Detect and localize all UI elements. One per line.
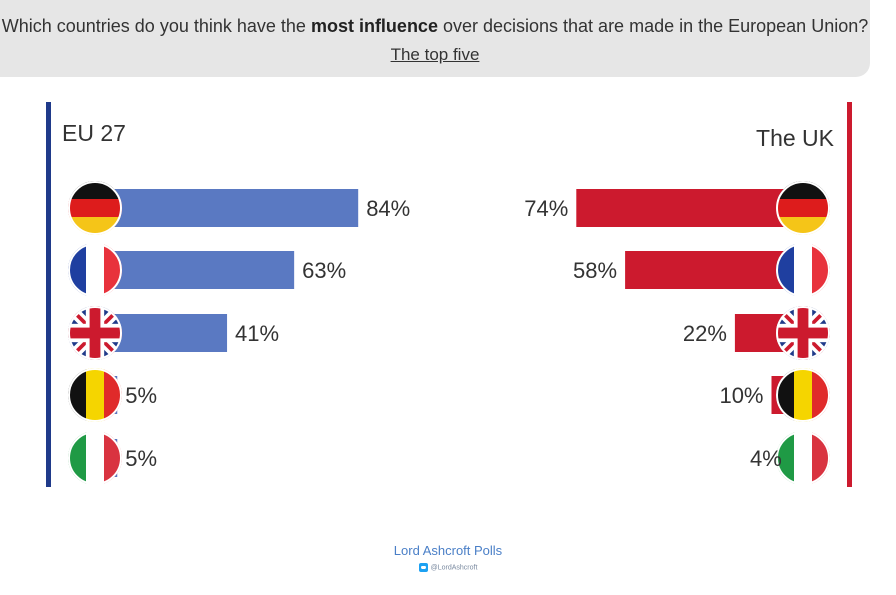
- question-text: Which countries do you think have the mo…: [0, 16, 870, 37]
- eu-bar-germany: [95, 189, 359, 227]
- eu-value-label-italy: 5%: [125, 446, 157, 471]
- uk-france-flag-icon: [776, 243, 830, 297]
- question-text-start: Which countries do you think have the: [1, 16, 311, 36]
- uk-bar-france: [625, 251, 803, 289]
- eu-belgium-flag-icon: [68, 368, 122, 422]
- footer-handle[interactable]: @LordAshcroft: [0, 563, 896, 572]
- uk-value-label-uk: 22%: [683, 321, 727, 346]
- uk-value-label-germany: 74%: [524, 196, 568, 221]
- uk-value-label-france: 58%: [573, 258, 617, 283]
- uk-bar-germany: [576, 189, 803, 227]
- eu-panel-border: [46, 102, 51, 487]
- eu-bar-france: [95, 251, 295, 289]
- question-text-end: over decisions that are made in the Euro…: [437, 16, 869, 36]
- eu-value-label-france: 63%: [302, 258, 346, 283]
- eu-value-label-uk: 41%: [235, 321, 279, 346]
- twitter-handle: @LordAshcroft: [430, 564, 478, 572]
- uk-panel-border: [847, 102, 852, 487]
- eu-value-label-germany: 84%: [366, 196, 410, 221]
- uk-italy-flag-icon: [776, 431, 830, 485]
- uk-belgium-flag-icon: [776, 368, 830, 422]
- footer-brand: Lord Ashcroft Polls: [393, 543, 503, 558]
- uk-value-label-italy: 4%: [750, 446, 782, 471]
- eu-value-label-belgium: 5%: [125, 383, 157, 408]
- uk-germany-flag-icon: [776, 181, 830, 235]
- subtitle: The top five: [390, 45, 480, 64]
- question-header: Which countries do you think have the mo…: [0, 0, 870, 77]
- uk-value-label-belgium: 10%: [719, 383, 763, 408]
- twitter-bird-icon: [418, 563, 428, 572]
- eu-germany-flag-icon: [68, 181, 122, 235]
- uk-panel-title: The UK: [756, 125, 834, 151]
- eu-panel-title: EU 27: [62, 120, 126, 146]
- eu-france-flag-icon: [68, 243, 122, 297]
- uk-uk-flag-icon: [776, 306, 830, 360]
- question-text-emphasis: most influence: [310, 16, 438, 36]
- eu-italy-flag-icon: [68, 431, 122, 485]
- eu-uk-flag-icon: [68, 306, 122, 360]
